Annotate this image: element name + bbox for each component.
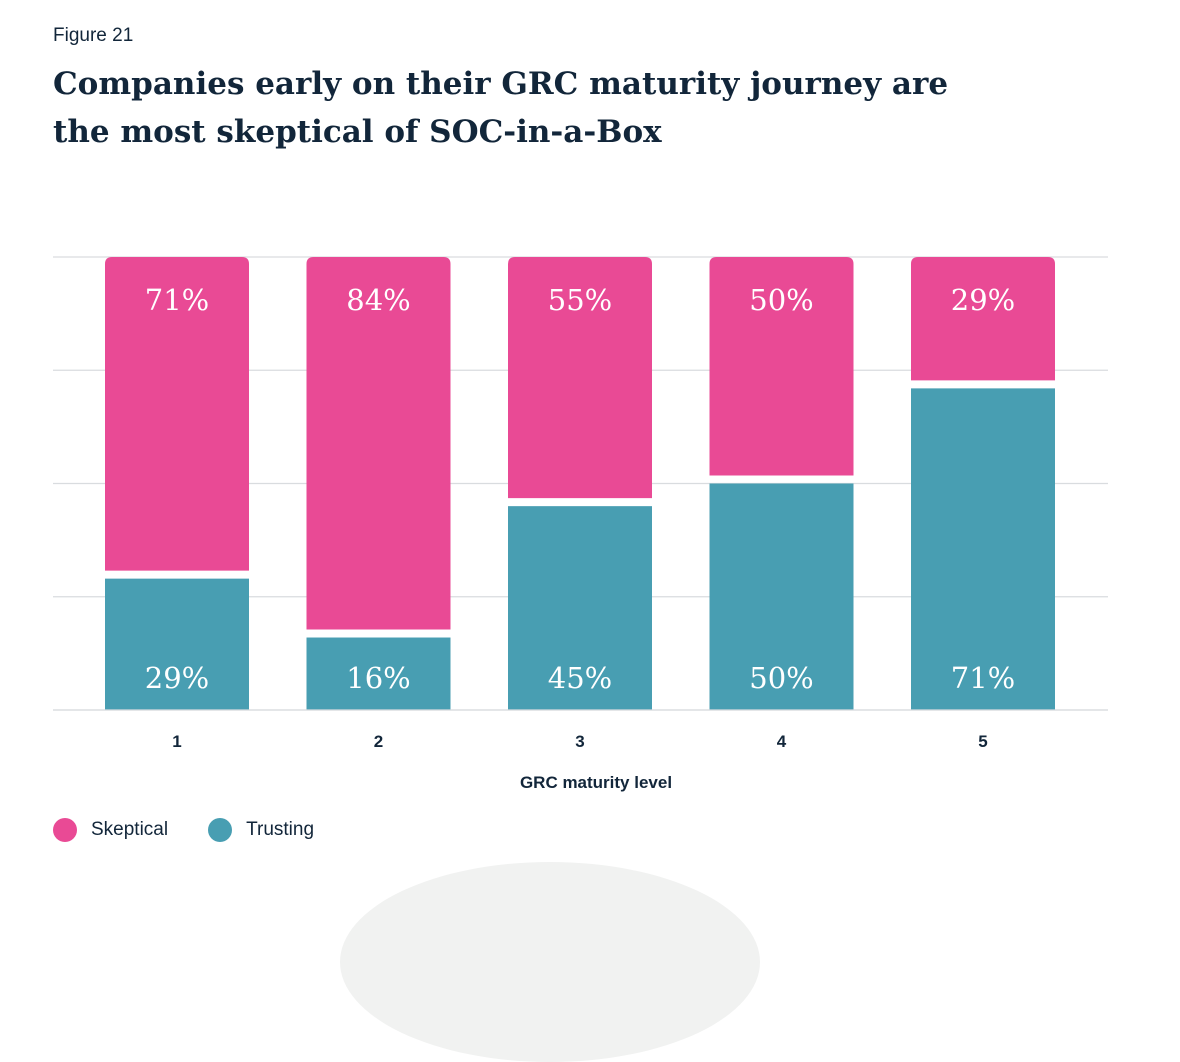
stacked-bar-chart: 71% 29% 1 84% 16% 2 55% 45% 3 50% 50% 4 29% 71% 5 GRC m… (53, 256, 1108, 792)
data-label-skeptical-2: 84% (346, 283, 410, 317)
bar-skeptical-4 (709, 257, 854, 476)
legend-item-skeptical: Skeptical (53, 818, 168, 842)
data-label-skeptical-5: 29% (951, 283, 1015, 317)
chart-title-line-1: Companies early on their GRC maturity jo… (53, 66, 949, 102)
data-label-trusting-2: 16% (346, 661, 410, 695)
legend-swatch-skeptical (53, 818, 77, 842)
x-tick-label-4: 4 (777, 732, 787, 751)
bar-trusting-2 (306, 637, 451, 710)
legend-label-trusting: Trusting (246, 819, 315, 840)
bar-trusting-4 (709, 483, 854, 710)
x-tick-label-2: 2 (374, 732, 383, 751)
bar-skeptical-5 (911, 257, 1055, 381)
bar-trusting-5 (911, 388, 1055, 710)
data-label-skeptical-4: 50% (749, 283, 813, 317)
legend-swatch-trusting (208, 818, 233, 842)
chart-title-line-2: the most skeptical of SOC-in-a-Box (53, 114, 662, 150)
data-label-trusting-1: 29% (145, 661, 209, 695)
bar-trusting-3 (508, 506, 652, 710)
data-label-trusting-4: 50% (749, 661, 813, 695)
data-label-skeptical-3: 55% (548, 283, 612, 317)
legend: Skeptical Trusting (53, 818, 354, 842)
x-axis-label: GRC maturity level (520, 773, 672, 792)
background-decoration (340, 862, 760, 1062)
data-label-trusting-3: 45% (548, 661, 612, 695)
x-tick-label-3: 3 (575, 732, 584, 751)
chart-title: Companies early on their GRC maturity jo… (53, 60, 953, 156)
data-label-skeptical-1: 71% (145, 283, 209, 317)
figure-label: Figure 21 (53, 25, 134, 46)
bar-skeptical-2 (306, 257, 451, 630)
legend-label-skeptical: Skeptical (91, 819, 169, 840)
bar-skeptical-1 (105, 257, 249, 571)
x-tick-label-1: 1 (172, 732, 181, 751)
x-tick-label-5: 5 (978, 732, 987, 751)
bar-trusting-1 (105, 578, 249, 710)
bar-skeptical-3 (508, 257, 652, 499)
data-label-trusting-5: 71% (951, 661, 1015, 695)
legend-item-trusting: Trusting (208, 818, 314, 842)
